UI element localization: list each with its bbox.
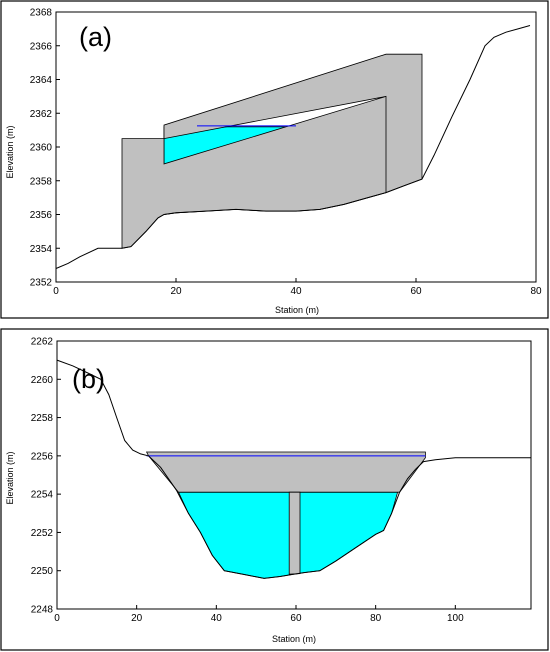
- pier-section: [288, 491, 301, 575]
- x-tick-label: 40: [290, 286, 302, 297]
- y-tick-label: 2352: [30, 278, 53, 289]
- y-tick-label: 2260: [31, 375, 54, 386]
- y-tick-label: 2252: [31, 528, 54, 539]
- y-tick-label: 2358: [30, 176, 53, 187]
- x-tick-label: 0: [53, 286, 59, 297]
- y-tick-label: 2250: [31, 566, 54, 577]
- ground-profile-line: [55, 25, 531, 269]
- panel-a-x-axis-label: Station (m): [275, 305, 319, 315]
- structure-section: [145, 451, 426, 493]
- y-tick-label: 2362: [30, 109, 53, 120]
- y-tick-label: 2248: [31, 605, 54, 616]
- y-tick-label: 2256: [31, 451, 54, 462]
- x-tick-label: 80: [530, 286, 542, 297]
- ground-profile-line: [56, 359, 531, 579]
- x-tick-label: 60: [290, 613, 302, 624]
- y-tick-label: 2364: [30, 75, 53, 86]
- y-tick-label: 2356: [30, 210, 53, 221]
- x-tick-label: 20: [170, 286, 182, 297]
- y-tick-label: 2366: [30, 41, 53, 52]
- x-tick-label: 100: [447, 613, 464, 624]
- x-tick-label: 60: [410, 286, 422, 297]
- x-tick-label: 20: [131, 613, 143, 624]
- panel-b: (b) Station (m) Elevation (m) 2248225022…: [0, 328, 549, 651]
- y-tick-label: 2354: [30, 244, 53, 255]
- x-tick-label: 0: [54, 613, 60, 624]
- y-tick-label: 2368: [30, 8, 53, 19]
- y-tick-label: 2254: [31, 490, 54, 501]
- y-tick-label: 2258: [31, 413, 54, 424]
- panel-a-label: (a): [79, 22, 112, 52]
- panel-a: (a) Station (m) Elevation (m) 2352 2354 23…: [0, 0, 549, 319]
- y-tick-label: 2262: [31, 337, 54, 348]
- plot-area-frame: [56, 340, 532, 610]
- panel-b-x-axis-label: Station (m): [272, 634, 316, 644]
- panel-a-y-axis-label: Elevation (m): [5, 125, 15, 178]
- x-tick-label: 40: [211, 613, 223, 624]
- panel-b-y-axis-label: Elevation (m): [5, 451, 15, 504]
- x-tick-label: 80: [370, 613, 382, 624]
- y-tick-label: 2360: [30, 143, 53, 154]
